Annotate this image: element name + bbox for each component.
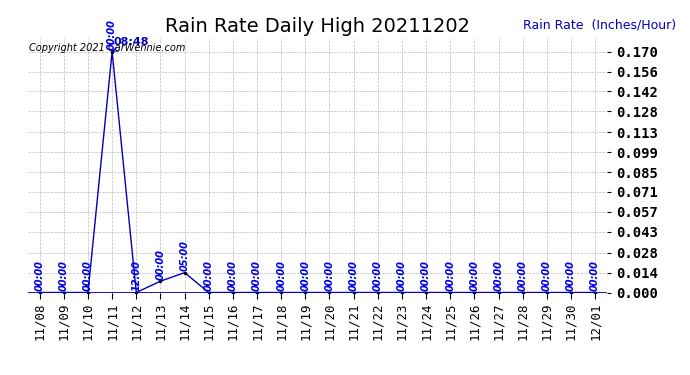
Text: 00:00: 00:00 xyxy=(445,260,455,291)
Text: Copyright 2021 CarWennie.com: Copyright 2021 CarWennie.com xyxy=(29,43,185,52)
Text: 00:00: 00:00 xyxy=(204,260,214,291)
Text: 00:00: 00:00 xyxy=(518,260,528,291)
Text: 05:00: 05:00 xyxy=(179,240,190,271)
Text: 00:00: 00:00 xyxy=(373,260,383,291)
Text: 00:00: 00:00 xyxy=(469,260,480,291)
Text: 00:00: 00:00 xyxy=(107,20,117,50)
Text: 08:48: 08:48 xyxy=(112,38,149,51)
Text: 00:00: 00:00 xyxy=(542,260,552,291)
Title: Rain Rate Daily High 20211202: Rain Rate Daily High 20211202 xyxy=(165,17,470,36)
Text: 00:00: 00:00 xyxy=(276,260,286,291)
Text: 00:00: 00:00 xyxy=(493,260,504,291)
Text: 00:00: 00:00 xyxy=(83,260,93,291)
Text: 00:00: 00:00 xyxy=(228,260,238,291)
Text: 00:00: 00:00 xyxy=(397,260,407,291)
Text: 00:00: 00:00 xyxy=(300,260,310,291)
Text: Rain Rate  (Inches/Hour): Rain Rate (Inches/Hour) xyxy=(523,19,676,32)
Text: 00:00: 00:00 xyxy=(590,260,600,291)
Text: 00:00: 00:00 xyxy=(34,260,45,291)
Text: 00:00: 00:00 xyxy=(324,260,335,291)
Text: 00:00: 00:00 xyxy=(252,260,262,291)
Text: 00:00: 00:00 xyxy=(566,260,576,291)
Text: 00:00: 00:00 xyxy=(348,260,359,291)
Text: 00:00: 00:00 xyxy=(421,260,431,291)
Text: 00:00: 00:00 xyxy=(59,260,69,291)
Text: 12:00: 12:00 xyxy=(131,260,141,291)
Text: 00:00: 00:00 xyxy=(155,249,166,280)
